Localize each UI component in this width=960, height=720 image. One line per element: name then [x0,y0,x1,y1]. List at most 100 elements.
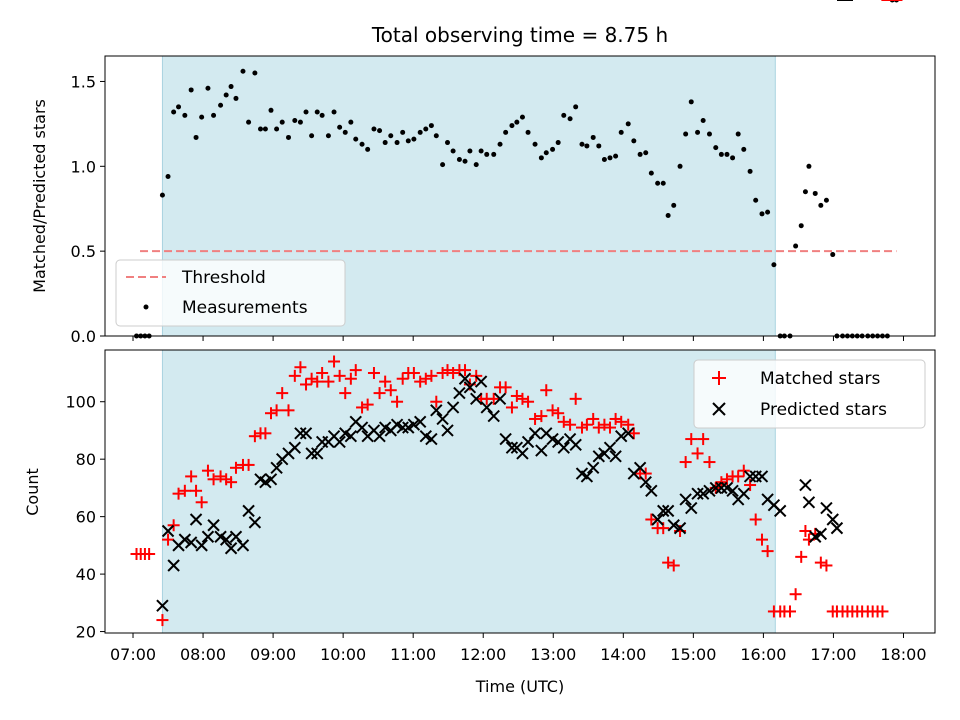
measurement-point [497,141,503,147]
predicted-star-point [470,392,483,406]
predicted-star-point [505,441,519,454]
predicted-star-point [207,519,220,532]
matched-star-point [639,467,652,480]
measurement-point [607,155,613,161]
matched-star-point [195,496,208,509]
top-x-ticks [132,336,904,341]
matched-star-point [143,547,156,560]
y-tick-label: 1.0 [71,157,96,176]
measurement-point [303,109,309,115]
top-legend-box [115,259,346,327]
matched-star-point [178,484,191,497]
measurement-point [377,128,383,134]
top-panel: 0.0 0.5 1.0 1.5 Matched/Predicted stars Thr… [30,0,936,346]
predicted-star-point [373,429,386,443]
matched-star-point [259,427,272,440]
legend-measurements-swatch [143,304,149,310]
predicted-star-point [184,536,198,549]
matched-star-point [316,366,329,379]
x-tick-label: 14:00 [600,645,646,664]
matched-star-point [333,369,346,382]
matched-star-point [609,412,622,425]
matched-star-point [876,605,889,618]
predicted-star-point [773,504,787,518]
matched-star-point [396,372,409,385]
measurement-point [735,131,741,137]
matched-star-point [685,433,698,446]
matched-star-point [737,464,750,477]
measurement-point [371,126,377,132]
predicted-star-point [657,504,670,518]
predicted-star-point [615,429,628,443]
matched-star-point [691,447,704,460]
measurement-point [555,140,561,146]
measurement-point [286,134,292,140]
measurement-point [665,213,671,219]
measurement-point [584,143,590,149]
measurement-point [176,104,182,110]
measurement-point [543,150,549,156]
matched-star-point [162,533,175,546]
measurement-point [359,141,365,147]
measurement-point [440,162,446,168]
matched-star-point [627,427,640,440]
measurement-point [695,129,701,135]
matched-star-point [156,614,169,627]
measurement-point [257,126,263,132]
measurement-point [456,157,462,163]
matched-star-point [587,412,600,425]
x-tick-label: 11:00 [390,645,436,664]
predicted-star-point [270,461,283,475]
measurement-point [262,126,268,132]
measurement-point [478,148,484,154]
matched-star-point [356,401,369,414]
x-tick-label: 12:00 [460,645,506,664]
matched-star-point [391,395,404,408]
measurement-point [688,99,694,105]
matched-star-point [282,404,295,417]
predicted-star-point [814,527,828,541]
x-axis-label: Time (UTC) [475,677,564,696]
measurement-point [618,129,624,135]
observing-window-shade-bottom [161,350,776,633]
y-tick-label: 1.5 [71,72,96,91]
measurement-point [747,168,753,174]
matched-star-point [300,378,313,391]
matched-star-point [172,487,185,500]
matched-star-point [270,404,283,417]
x-axis: 07:00 08:00 09:00 10:00 11:00 12:00 13:00 14:00… [110,633,927,664]
matched-star-point [201,464,214,477]
matched-star-point [276,387,289,400]
predicted-star-point [446,401,460,414]
measurement-point [428,123,434,129]
predicted-star-point [480,401,493,414]
chart-title: Total observing time = 8.75 h [371,23,668,47]
measurement-point [240,68,246,74]
matched-star-point [795,550,808,563]
legend-threshold-label: Threshold [181,268,266,288]
x-tick-label: 18:00 [880,645,926,664]
matched-star-point [749,513,762,526]
measurement-point [573,104,579,110]
predicted-star-point [224,542,238,555]
matched-star-point [288,369,301,382]
measurement-point [484,151,490,157]
matched-star-point [305,372,318,385]
measurement-point [823,197,829,203]
measurement-point [246,119,252,125]
matched-star-point [580,418,593,431]
predicted-star-point [288,441,302,454]
measurement-point [188,87,194,93]
matched-star-point [207,473,220,486]
matched-star-point [419,372,432,385]
matched-star-point [225,476,238,489]
predicted-star-point [645,484,658,497]
predicted-star-point [436,412,449,426]
predicted-star-point [609,450,622,463]
x-tick-label: 16:00 [740,645,786,664]
matched-star-point [789,588,802,601]
measurement-point [765,209,771,215]
measurement-point [365,146,371,152]
bottom-y-axis: 20 40 60 80 100 [65,393,105,642]
